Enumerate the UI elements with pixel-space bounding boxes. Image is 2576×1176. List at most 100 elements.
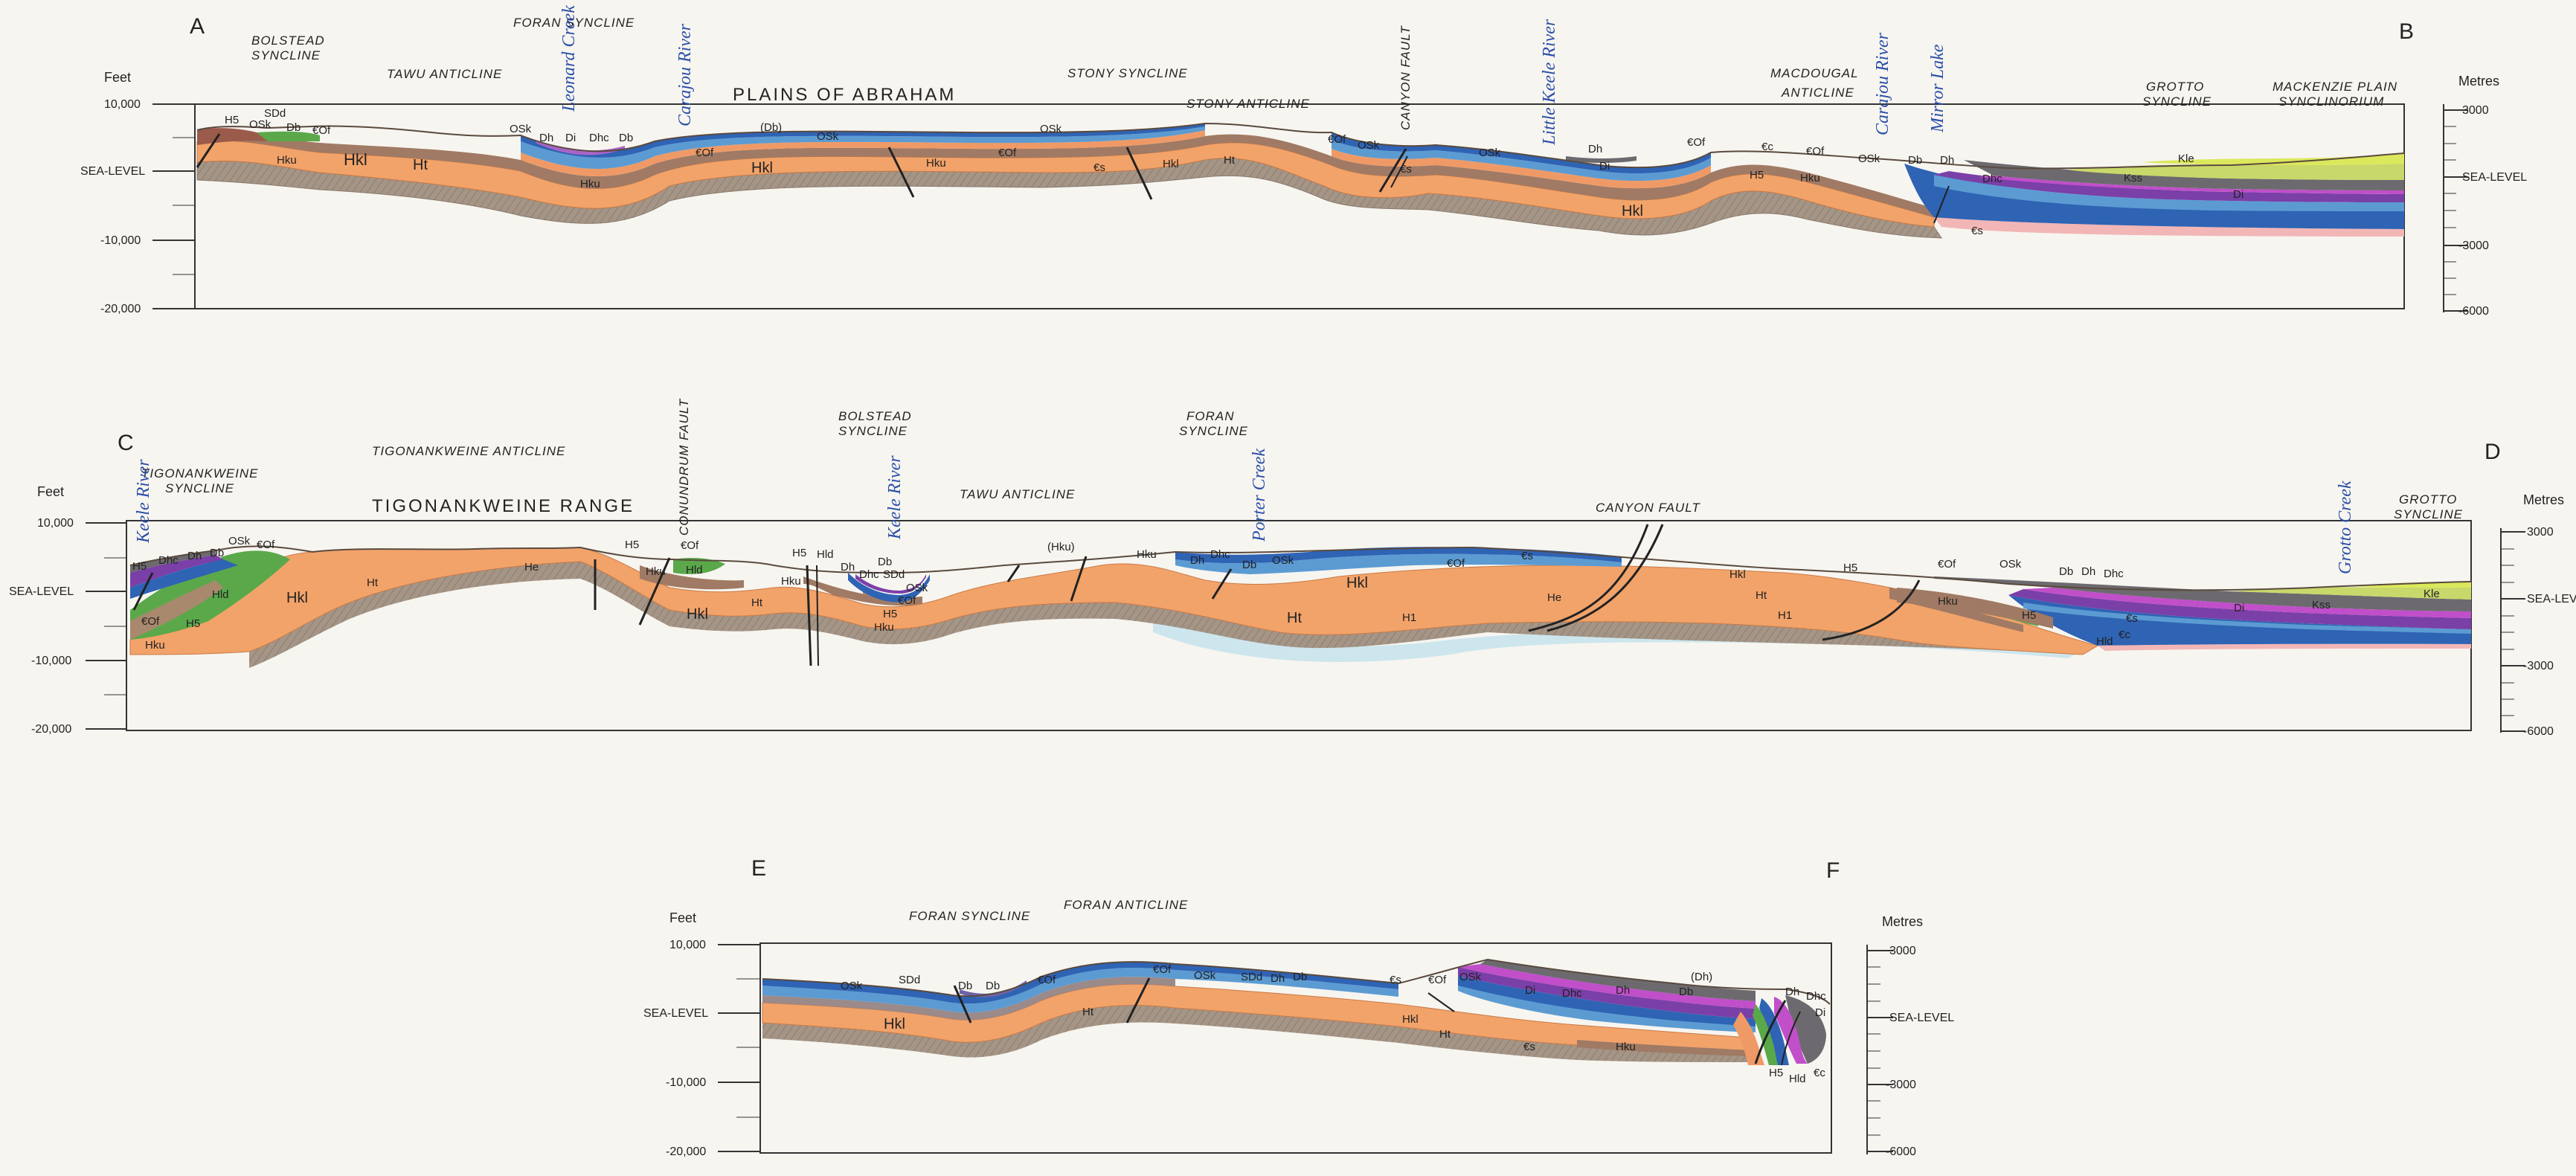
stratum-left-grey-cd [130, 550, 216, 573]
unit-label: Db [986, 980, 1000, 992]
fault-line [638, 557, 671, 626]
stratum-east-ef-grey [1480, 960, 1756, 1001]
section-ef-rtick-sealevel: SEA-LEVEL [1889, 1012, 1954, 1024]
fault-line [1070, 556, 1088, 602]
unit-label: €Of [681, 539, 699, 552]
structure-label: TIGONANKWEINE RANGE [372, 496, 635, 516]
unit-label: Hku [1137, 548, 1157, 561]
stratum-f-end-orange [1733, 1012, 1764, 1065]
unit-label: Kss [2124, 172, 2142, 184]
stratum-surface-cd [129, 545, 2472, 591]
stratum-east-di [1964, 160, 2404, 190]
unit-label: Dhc [1562, 987, 1582, 1000]
unit-label: €c [1761, 141, 1773, 153]
unit-label: Hku [646, 565, 666, 578]
section-cd-rtick-minus6000: -6000 [2523, 725, 2554, 738]
section-ab-tick-sealevel: SEA-LEVEL [80, 165, 145, 178]
unit-label: Dh [187, 550, 202, 562]
stratum-hku [197, 132, 1934, 217]
unit-label: Ht [367, 576, 379, 589]
stratum-east-cd-hku [1897, 588, 2053, 629]
unit-label: Db [2059, 565, 2073, 578]
stratum-ht-hatch [197, 158, 1941, 238]
stratum-bolstead-purple [855, 574, 926, 594]
stratum-east-cyan [1934, 175, 2404, 211]
stratum-east-cd-cyan [2023, 603, 2471, 634]
structure-label: MACDOUGAL [1770, 66, 1859, 80]
stratum-hku-left-ab [257, 131, 320, 141]
section-ef-frame [759, 942, 1832, 1154]
section-ab: Feet 10,000 SEA-LEVEL -10,000 -20,000 Me… [80, 5, 2527, 318]
stratum-cof [521, 126, 1711, 181]
fault-line [1754, 1000, 1787, 1064]
section-ef: Feet 10,000 SEA-LEVEL -10,000 -20,000 Me… [643, 856, 1954, 1158]
unit-label: H5 [792, 547, 806, 559]
unit-label: Hkl [884, 1016, 905, 1032]
stratum-east-purple [1934, 171, 2404, 202]
stratum-osk [521, 123, 1711, 174]
section-ef-end-label: F [1826, 858, 1840, 883]
unit-label: Dh [1588, 143, 1602, 155]
fault-line [1378, 148, 1407, 193]
stratum-h1 [1153, 617, 2083, 662]
stratum-left-purple-cd [130, 555, 223, 588]
section-cd-units: H5 Dhc Dh Db OSk €Of Hld €Of H5 Hku Hkl … [132, 535, 2440, 652]
fault-line [1125, 977, 1151, 1024]
stratum-cambrian [521, 130, 1711, 189]
fault-line [1125, 147, 1153, 200]
section-cd-feet-title: Feet [37, 484, 64, 499]
fault-line [806, 565, 812, 666]
section-ab-strata [196, 122, 2405, 239]
unit-label: OSk [228, 535, 251, 547]
unit-label: €s [1523, 1041, 1535, 1053]
unit-label: Ht [1224, 154, 1236, 167]
unit-label: Db [958, 980, 972, 992]
section-ab-structures: BOLSTEAD SYNCLINE TAWU ANTICLINE FORAN S… [251, 16, 2397, 130]
stratum-left-blue-cd [130, 559, 238, 599]
unit-label: Di [565, 132, 576, 144]
unit-label: Dh [1785, 986, 1799, 998]
unit-label: Dhc [589, 132, 609, 144]
stratum-east-magenta [1979, 176, 2404, 194]
unit-label: SDd [1241, 971, 1262, 983]
stratum-east-ef-hku [1577, 1040, 1748, 1056]
unit-label: (Hku) [1047, 541, 1075, 553]
unit-label: Dhc [1982, 173, 2002, 185]
stratum-h5-cd [130, 580, 908, 640]
section-cd-tick-sealevel: SEA-LEVEL [9, 585, 74, 598]
structure-label: PLAINS OF ABRAHAM [733, 85, 956, 105]
unit-label: €Of [1687, 136, 1706, 149]
unit-label: H5 [1750, 169, 1764, 181]
river-label: Little Keele River [1540, 19, 1559, 146]
structure-label: SYNCLINE [251, 48, 321, 62]
structure-label: ANTICLINE [1781, 86, 1854, 100]
structure-label: SYNCLINE [838, 424, 908, 438]
stratum-f-end-green [1753, 1004, 1778, 1065]
structure-label: CANYON FAULT [1596, 501, 1700, 515]
structure-label: GROTTO [2399, 492, 2457, 507]
section-cd-rtick-minus3000: -3000 [2523, 660, 2554, 672]
unit-label: H5 [1843, 562, 1857, 574]
stratum-east-cd-di [1934, 576, 2471, 611]
unit-label: OSk [1459, 971, 1482, 983]
unit-label: €Of [1447, 557, 1465, 570]
stratum-f-end-purple [1774, 997, 1808, 1064]
section-ab-tick-minus20000: -20,000 [100, 303, 141, 315]
stratum-east-kss [2068, 164, 2404, 180]
section-cd-rivers: Keele River Keele River Porter Creek Gro… [134, 449, 2355, 574]
section-ef-tick-minus20000: -20,000 [666, 1146, 706, 1158]
section-ab-rtick-3000: 3000 [2462, 104, 2489, 117]
unit-label: (Db) [760, 121, 782, 134]
unit-label: Dh [1190, 554, 1204, 567]
structure-label: CANYON FAULT [1398, 25, 1413, 130]
section-cd-rtick-3000: 3000 [2527, 526, 2554, 539]
fault-line [816, 565, 819, 666]
section-cd-tick-10000: 10,000 [37, 517, 74, 530]
section-ab-rtick-minus6000: -6000 [2458, 305, 2489, 318]
structure-label: TAWU ANTICLINE [387, 67, 502, 81]
unit-label: Dhc [158, 554, 179, 567]
unit-label: Hku [1800, 172, 1820, 184]
unit-label: SDd [883, 568, 905, 581]
stratum-ht-ef-hatch [762, 1005, 1748, 1062]
